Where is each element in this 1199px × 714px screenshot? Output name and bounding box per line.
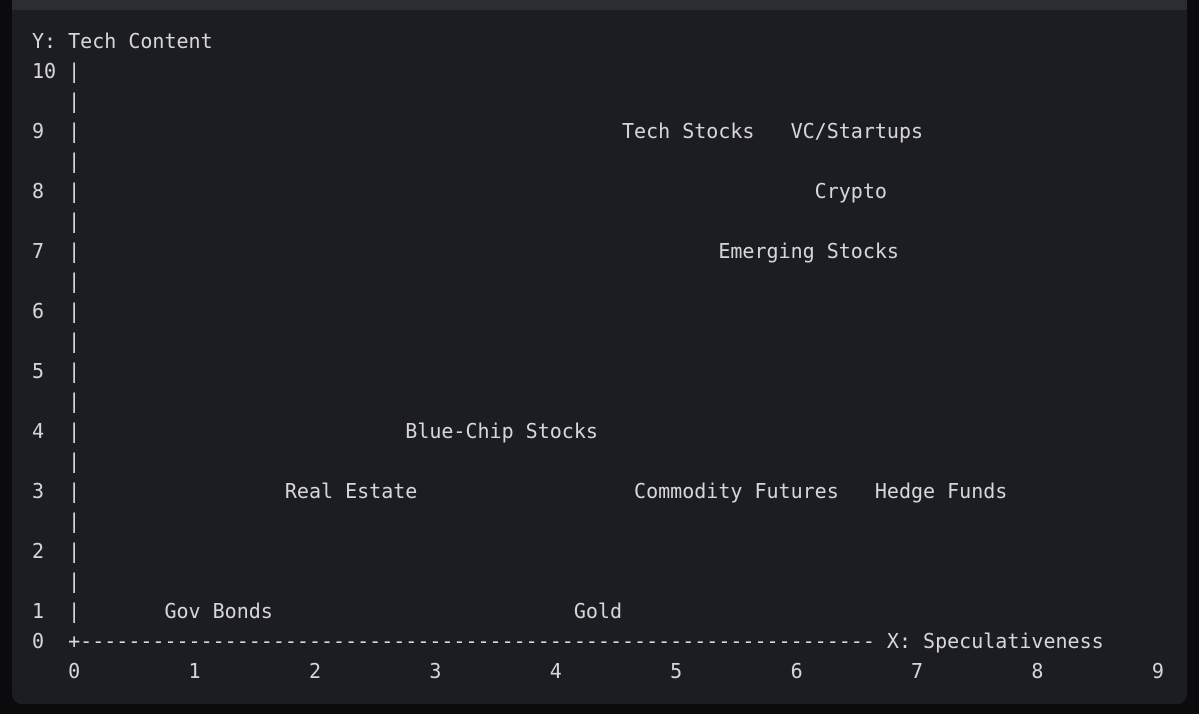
code-line: 2 | — [32, 539, 81, 563]
code-line: | — [32, 209, 81, 233]
code-line: Y: Tech Content — [32, 29, 213, 53]
code-line: | — [32, 149, 81, 173]
code-line: 4 | Blue-Chip Stocks — [32, 419, 598, 443]
code-text: Y: Tech Content 10 | | 9 | Tech Stocks VC/… — [32, 26, 1164, 686]
code-line: 0 +-------------------------------------… — [32, 629, 1104, 653]
code-line: | — [32, 509, 81, 533]
top-bar — [12, 0, 1187, 10]
code-line: | — [32, 449, 81, 473]
code-line: 7 | Emerging Stocks — [32, 239, 899, 263]
code-line: 0 1 2 3 4 5 6 7 8 9 — [32, 659, 1164, 683]
code-line: 6 | — [32, 299, 81, 323]
code-line: | — [32, 89, 81, 113]
code-line: 10 | — [32, 59, 81, 83]
code-line: | — [32, 569, 81, 593]
code-line: | — [32, 269, 81, 293]
code-line: | — [32, 329, 81, 353]
code-block — [12, 10, 1187, 704]
code-line: 9 | Tech Stocks VC/Startups — [32, 119, 924, 143]
code-line: 3 | Real Estate Commodity Futures Hedge … — [32, 479, 1008, 503]
code-line: 1 | Gov Bonds Gold — [32, 599, 623, 623]
code-line: 5 | — [32, 359, 81, 383]
code-line: | — [32, 389, 81, 413]
code-line: 8 | Crypto — [32, 179, 887, 203]
